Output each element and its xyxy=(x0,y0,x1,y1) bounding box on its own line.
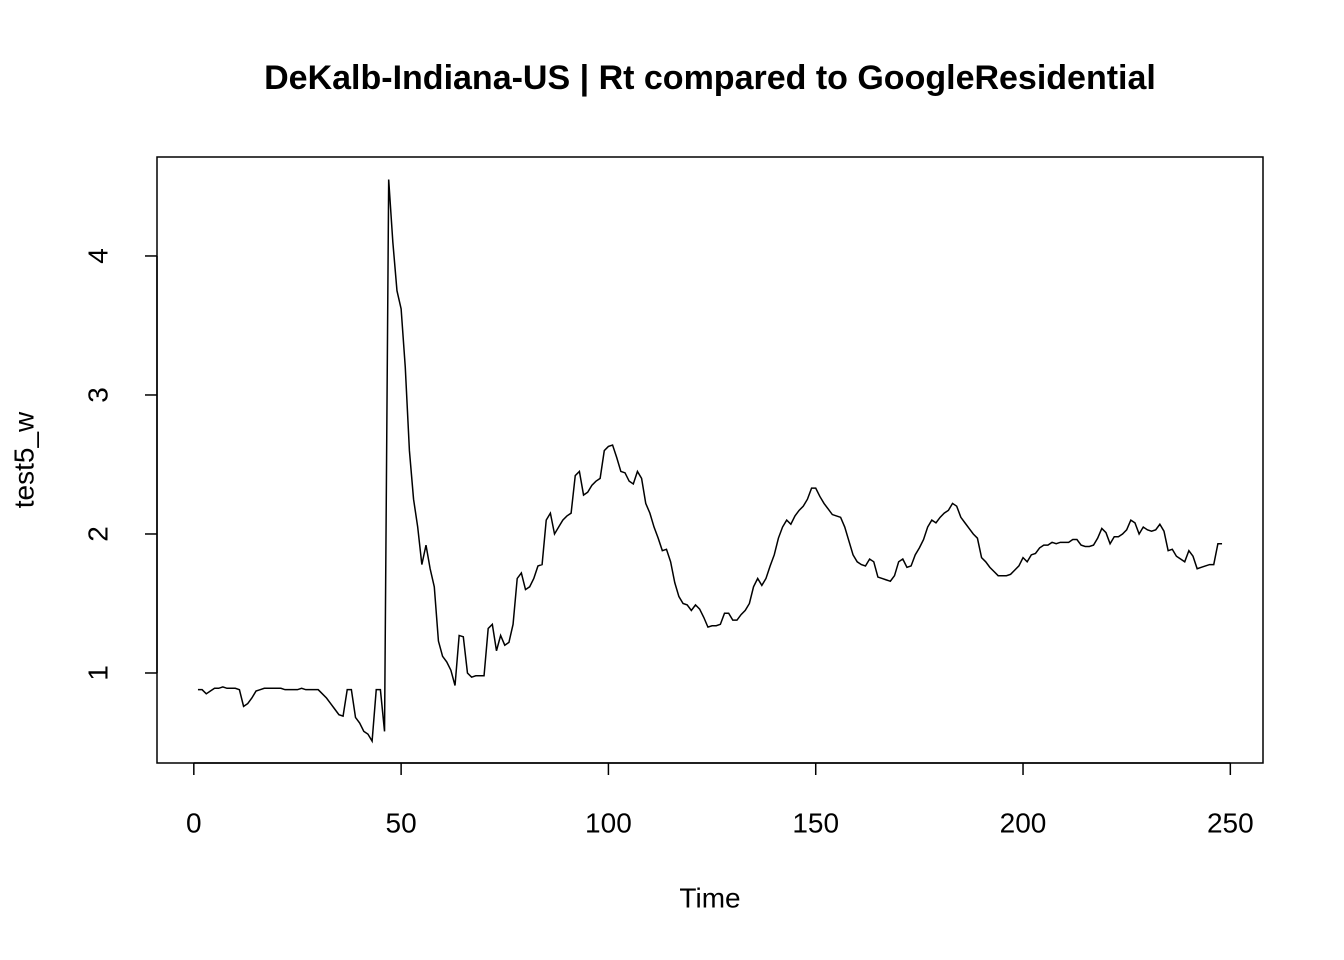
x-tick-label: 250 xyxy=(1207,807,1254,838)
data-line xyxy=(197,179,1223,744)
x-tick-label: 50 xyxy=(386,807,417,838)
y-tick-label: 4 xyxy=(82,248,113,264)
x-axis-label: Time xyxy=(679,882,740,913)
plot-box xyxy=(156,156,1264,764)
y-axis-label: test5_w xyxy=(8,411,39,508)
y-tick-label: 3 xyxy=(82,387,113,403)
x-tick-label: 150 xyxy=(792,807,839,838)
x-tick-label: 0 xyxy=(186,807,202,838)
y-tick-label: 1 xyxy=(82,665,113,681)
x-tick-label: 200 xyxy=(1000,807,1047,838)
chart-title: DeKalb-Indiana-US | Rt compared to Googl… xyxy=(264,59,1156,97)
y-tick-label: 2 xyxy=(82,526,113,542)
x-tick-label: 100 xyxy=(585,807,632,838)
